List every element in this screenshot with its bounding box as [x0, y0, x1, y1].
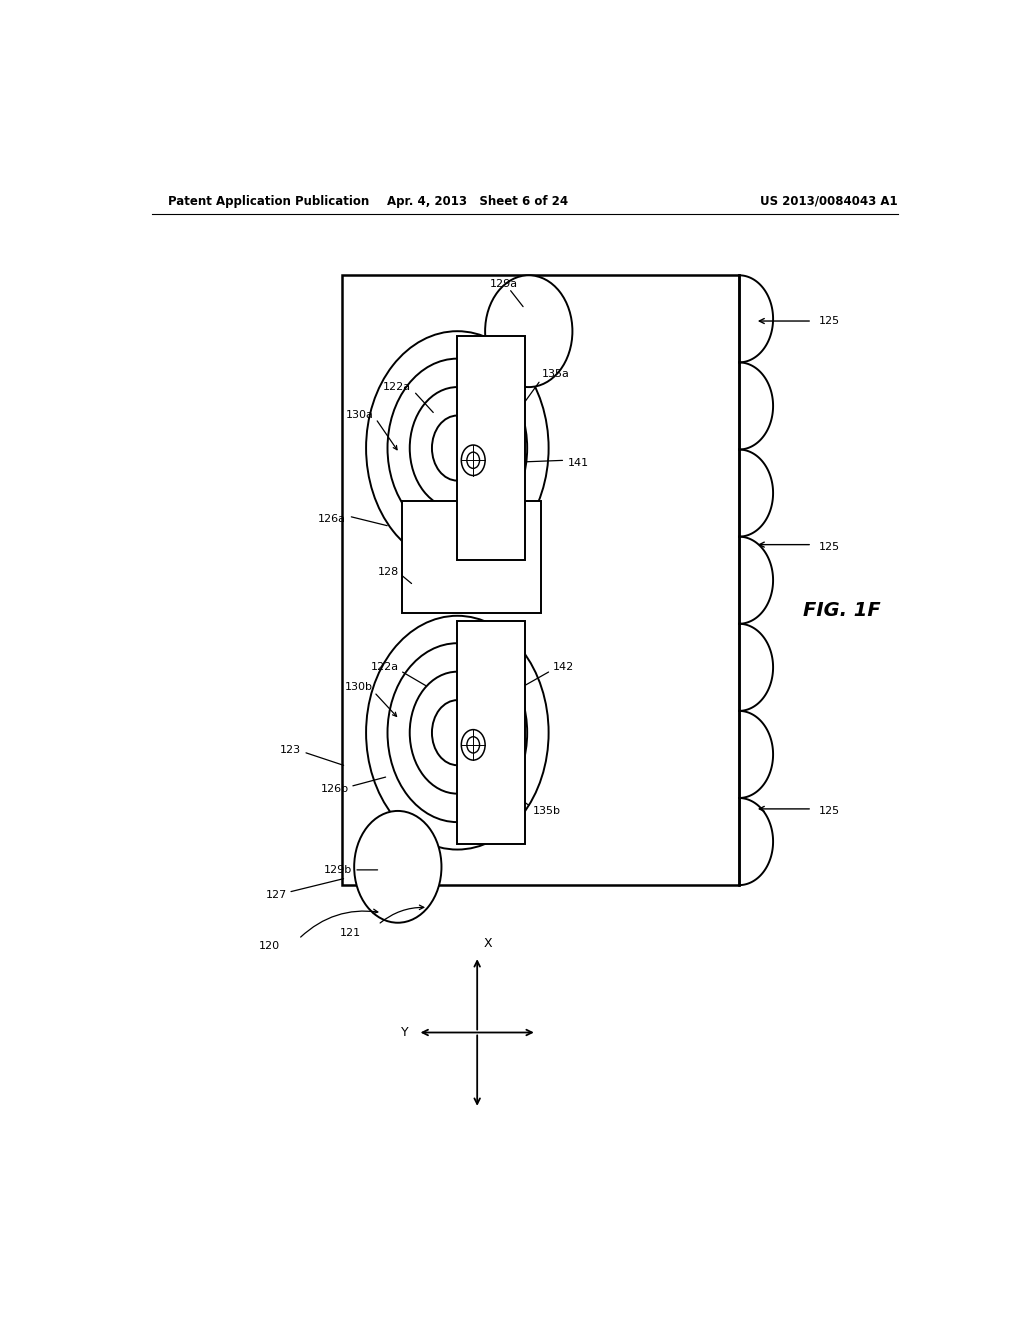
Circle shape [354, 810, 441, 923]
Text: 122a: 122a [371, 661, 398, 672]
Text: Patent Application Publication: Patent Application Publication [168, 194, 369, 207]
Text: 126a: 126a [318, 515, 346, 524]
Circle shape [367, 615, 549, 850]
Text: 122a: 122a [383, 381, 412, 392]
Text: 126b: 126b [321, 784, 348, 793]
Text: 129a: 129a [489, 280, 518, 289]
Text: 125: 125 [818, 315, 840, 326]
Text: X: X [483, 937, 493, 950]
Text: Y: Y [400, 1026, 409, 1039]
Circle shape [410, 672, 505, 793]
Text: 121: 121 [340, 928, 360, 939]
Text: 127: 127 [265, 890, 287, 900]
Text: FIG. 1F: FIG. 1F [804, 601, 881, 620]
Text: 125: 125 [818, 807, 840, 816]
Bar [458, 620, 524, 845]
Circle shape [467, 737, 479, 752]
Circle shape [467, 453, 479, 469]
Circle shape [485, 276, 572, 387]
Bar [458, 337, 524, 560]
Text: 120: 120 [259, 941, 280, 952]
Circle shape [387, 359, 527, 537]
Bar [735, 276, 777, 886]
Circle shape [367, 331, 549, 565]
Text: Apr. 4, 2013   Sheet 6 of 24: Apr. 4, 2013 Sheet 6 of 24 [387, 194, 567, 207]
Text: 130b: 130b [344, 682, 373, 692]
Text: 123: 123 [280, 744, 301, 755]
Text: 128: 128 [378, 568, 398, 577]
Text: 142: 142 [553, 661, 573, 672]
Circle shape [387, 643, 527, 822]
Text: 129b: 129b [324, 865, 352, 875]
Text: 135b: 135b [532, 807, 561, 816]
Text: 135a: 135a [543, 368, 570, 379]
Bar [401, 500, 541, 612]
Text: 141: 141 [567, 458, 589, 469]
Text: US 2013/0084043 A1: US 2013/0084043 A1 [760, 194, 898, 207]
Text: 130a: 130a [346, 409, 374, 420]
Circle shape [461, 445, 485, 475]
Circle shape [432, 416, 482, 480]
Circle shape [410, 387, 505, 510]
Bar [342, 276, 739, 886]
Circle shape [461, 730, 485, 760]
Circle shape [432, 700, 482, 766]
Text: 125: 125 [818, 541, 840, 552]
